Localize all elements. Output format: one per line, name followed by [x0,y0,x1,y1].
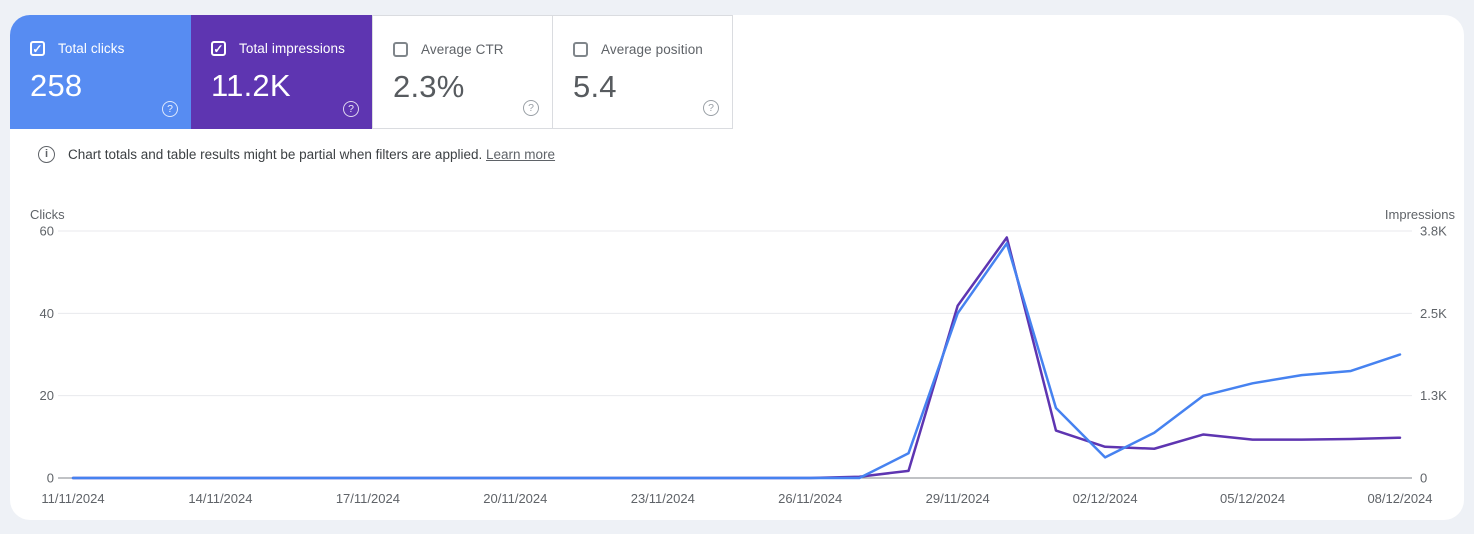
average-ctr-checkbox-icon[interactable] [393,42,408,57]
average-ctr-value: 2.3% [393,69,465,104]
card-head: Average CTR [393,42,552,57]
metric-cards: ✓ Total clicks 258 ? ✓ Total impressions… [10,15,1464,129]
total-clicks-value: 258 [30,68,83,103]
right-axis-tick: 3.8K [1420,224,1447,239]
x-axis-tick: 08/12/2024 [1367,491,1432,506]
metric-card-average-position[interactable]: Average position 5.4 ? [552,15,733,129]
right-axis-tick: 2.5K [1420,306,1447,321]
x-axis-tick: 11/11/2024 [41,491,104,506]
left-axis-tick: 60 [40,224,54,239]
help-icon[interactable]: ? [343,101,359,117]
notice-text: Chart totals and table results might be … [68,147,556,162]
right-axis-tick: 1.3K [1420,388,1447,403]
x-axis-tick: 02/12/2024 [1073,491,1138,506]
card-label: Total impressions [239,41,345,56]
card-label: Average CTR [421,42,504,57]
right-axis-tick: 0 [1420,471,1427,486]
learn-more-link[interactable]: Learn more [486,147,556,162]
metric-card-total-clicks[interactable]: ✓ Total clicks 258 ? [10,15,191,129]
x-axis-tick: 17/11/2024 [336,491,400,506]
left-axis-tick: 0 [47,471,54,486]
x-axis-tick: 05/12/2024 [1220,491,1285,506]
right-axis-title: Impressions [1385,207,1456,222]
x-axis-tick: 26/11/2024 [778,491,842,506]
help-icon[interactable]: ? [162,101,178,117]
card-label: Average position [601,42,703,57]
card-head: ✓ Total clicks [30,41,191,56]
total-clicks-checkbox-icon[interactable]: ✓ [30,41,45,56]
total-impressions-checkbox-icon[interactable]: ✓ [211,41,226,56]
left-axis-title: Clicks [30,207,65,222]
average-position-value: 5.4 [573,69,617,104]
left-axis-tick: 40 [40,306,54,321]
help-icon[interactable]: ? [523,100,539,116]
x-axis-tick: 20/11/2024 [483,491,547,506]
total-clicks-line [71,242,1402,480]
info-icon: i [38,146,55,163]
partial-data-notice: i Chart totals and table results might b… [38,146,1464,163]
card-head: Average position [573,42,732,57]
performance-panel: ✓ Total clicks 258 ? ✓ Total impressions… [10,15,1464,520]
x-axis-tick: 29/11/2024 [926,491,990,506]
card-label: Total clicks [58,41,125,56]
performance-chart: Clicks Impressions 0 0 20 1.3K 40 2.5K 60 3.8K 11/… [30,207,1456,506]
total-impressions-value: 11.2K [211,68,291,103]
total-impressions-line [71,236,1402,480]
help-icon[interactable]: ? [703,100,719,116]
metric-card-total-impressions[interactable]: ✓ Total impressions 11.2K ? [191,15,372,129]
x-axis-tick: 14/11/2024 [188,491,252,506]
card-head: ✓ Total impressions [211,41,372,56]
average-position-checkbox-icon[interactable] [573,42,588,57]
metric-card-average-ctr[interactable]: Average CTR 2.3% ? [372,15,553,129]
left-axis-tick: 20 [40,388,54,403]
x-axis-tick: 23/11/2024 [631,491,695,506]
